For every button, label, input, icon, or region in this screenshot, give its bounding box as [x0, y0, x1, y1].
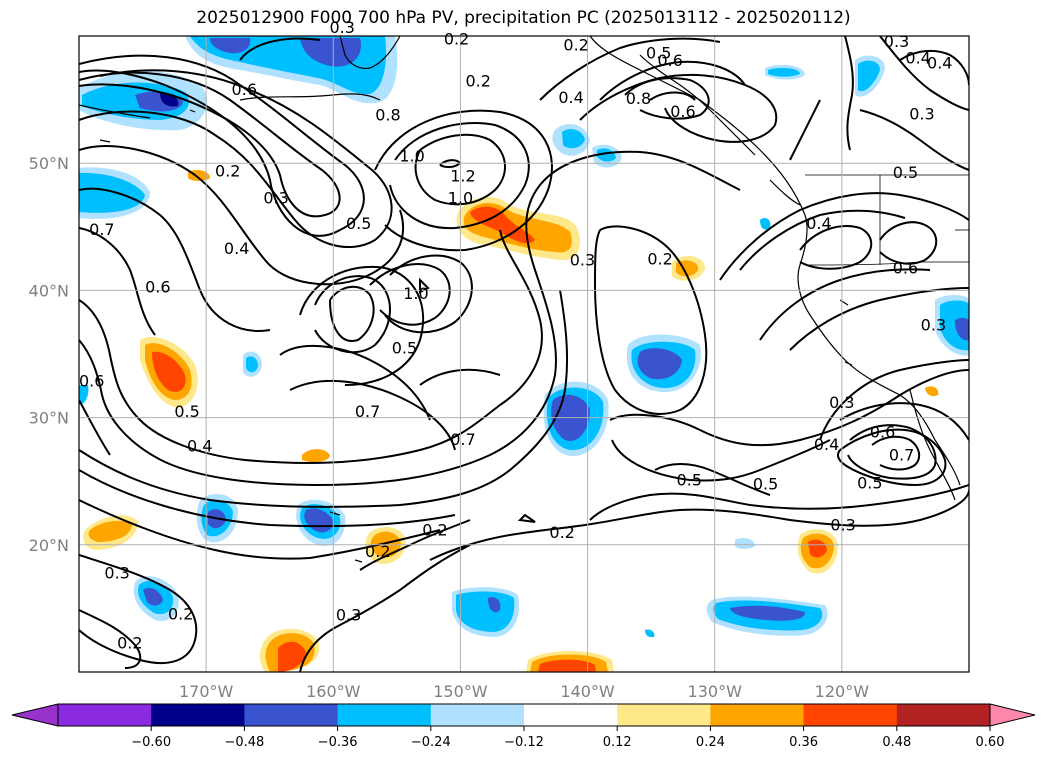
contour-label: 0.4	[814, 435, 839, 454]
contour-label: 0.4	[905, 48, 930, 67]
colorbar-tick-label: 0.24	[696, 735, 725, 750]
colorbar-extend-min	[11, 703, 59, 727]
lon-tick-label: 130°W	[688, 682, 743, 701]
coastlines	[79, 36, 961, 563]
colorbar-box	[617, 704, 711, 726]
lat-tick-label: 40°N	[29, 281, 69, 300]
colorbar-box	[524, 704, 618, 726]
contour-label: 0.3	[909, 104, 934, 123]
colorbar: −0.60 −0.48 −0.36 −0.24 −0.12 0.12 0.24 0.36 0.4…	[11, 703, 1036, 750]
colorbar-tick-label: −0.60	[131, 735, 171, 750]
contour-label: 0.6	[657, 51, 682, 70]
colorbar-tick-label: −0.12	[504, 735, 544, 750]
contour-label: 0.4	[187, 436, 212, 455]
contour-label: 0.6	[670, 102, 695, 121]
colorbar-box	[151, 704, 245, 726]
colorbar-box	[710, 704, 805, 726]
contour-label: 0.2	[444, 29, 469, 48]
contour-label: 0.5	[646, 43, 671, 62]
contour-label: 0.6	[870, 422, 895, 441]
contour-label: 0.2	[647, 249, 672, 268]
contour-label: 0.6	[145, 277, 170, 296]
contour-label: 0.6	[232, 80, 257, 99]
contour-label: 0.2	[422, 520, 447, 539]
colorbar-tick-label: −0.48	[224, 735, 264, 750]
contour-label: 0.3	[336, 606, 361, 625]
colorbar-tick-label: −0.36	[318, 735, 358, 750]
borders	[804, 174, 969, 266]
contour-label: 0.4	[224, 239, 249, 258]
contour-label: 0.5	[392, 338, 417, 357]
contour-label: 0.8	[626, 89, 651, 108]
contour-label: 0.3	[829, 393, 854, 412]
contour-label: 0.5	[893, 163, 918, 182]
contour-label: 0.5	[677, 471, 702, 490]
contour-label: 0.3	[570, 251, 595, 270]
colorbar-extend-max	[989, 703, 1036, 727]
contour-label: 0.2	[117, 634, 142, 653]
map-title: 2025012900 F000 700 hPa PV, precipitatio…	[196, 8, 851, 28]
contour-label: 1.0	[448, 188, 473, 207]
colorbar-box	[803, 704, 898, 726]
colorbar-tick-label: 0.36	[789, 735, 818, 750]
contour-label: 0.3	[104, 564, 129, 583]
contour-label: 1.0	[403, 284, 428, 303]
lon-tick-label: 140°W	[560, 682, 615, 701]
contour-label: 0.5	[857, 473, 882, 492]
contour-label: 0.5	[346, 214, 371, 233]
lat-tick-label: 30°N	[29, 409, 69, 428]
contour-label: 0.6	[79, 372, 104, 391]
graticule	[79, 36, 969, 672]
colorbar-tick-label: 0.60	[976, 735, 1005, 750]
pv-contours	[79, 36, 969, 672]
contour-label: 1.2	[450, 167, 475, 186]
contour-label: 0.2	[563, 36, 588, 55]
contour-label: 0.2	[466, 71, 491, 90]
lat-tick-label: 50°N	[29, 154, 69, 173]
lon-tick-label: 160°W	[306, 682, 361, 701]
contour-label: 0.3	[884, 32, 909, 51]
contour-label: 0.2	[215, 162, 240, 181]
map-frame	[78, 35, 970, 673]
contour-label: 0.3	[921, 316, 946, 335]
contour-label: 0.8	[375, 106, 400, 125]
axis-tick-labels: 50°N 40°N 30°N 20°N 170°W 160°W 150°W 140°W 130°…	[29, 154, 870, 701]
colorbar-tick-label: −0.24	[411, 735, 451, 750]
contour-label: 0.3	[263, 188, 288, 207]
colorbar-box	[430, 704, 525, 726]
contour-label: 0.7	[450, 430, 475, 449]
colorbar-tick-label: 0.12	[603, 735, 632, 750]
contour-label: 0.4	[558, 88, 583, 107]
contour-label: 0.4	[806, 214, 831, 233]
lon-tick-label: 150°W	[433, 682, 488, 701]
contour-label: 0.5	[174, 402, 199, 421]
contour-label: 0.7	[889, 445, 914, 464]
contour-label: 0.2	[168, 604, 193, 623]
lon-tick-label: 120°W	[815, 682, 870, 701]
contour-label: 0.2	[365, 542, 390, 561]
contour-label: 0.2	[549, 523, 574, 542]
contour-label: 0.3	[329, 18, 354, 37]
colorbar-box	[896, 704, 991, 726]
colorbar-box	[337, 704, 432, 726]
contour-label: 1.0	[399, 146, 424, 165]
contour-label: 0.5	[753, 475, 778, 494]
lon-tick-label: 170°W	[179, 682, 234, 701]
colorbar-box	[58, 704, 152, 726]
contour-label: 0.4	[927, 54, 952, 73]
contour-labels: 0.20.30.40.50.60.60.70.81.01.21.01.00.50…	[79, 18, 952, 653]
lat-tick-label: 20°N	[29, 536, 69, 555]
colorbar-box	[244, 704, 339, 726]
contour-label: 0.3	[830, 515, 855, 534]
map-plot-area	[79, 36, 969, 672]
contour-label: 0.6	[893, 258, 918, 277]
contour-label: 0.7	[355, 402, 380, 421]
contour-label: 0.7	[89, 220, 114, 239]
colorbar-tick-label: 0.48	[882, 735, 911, 750]
